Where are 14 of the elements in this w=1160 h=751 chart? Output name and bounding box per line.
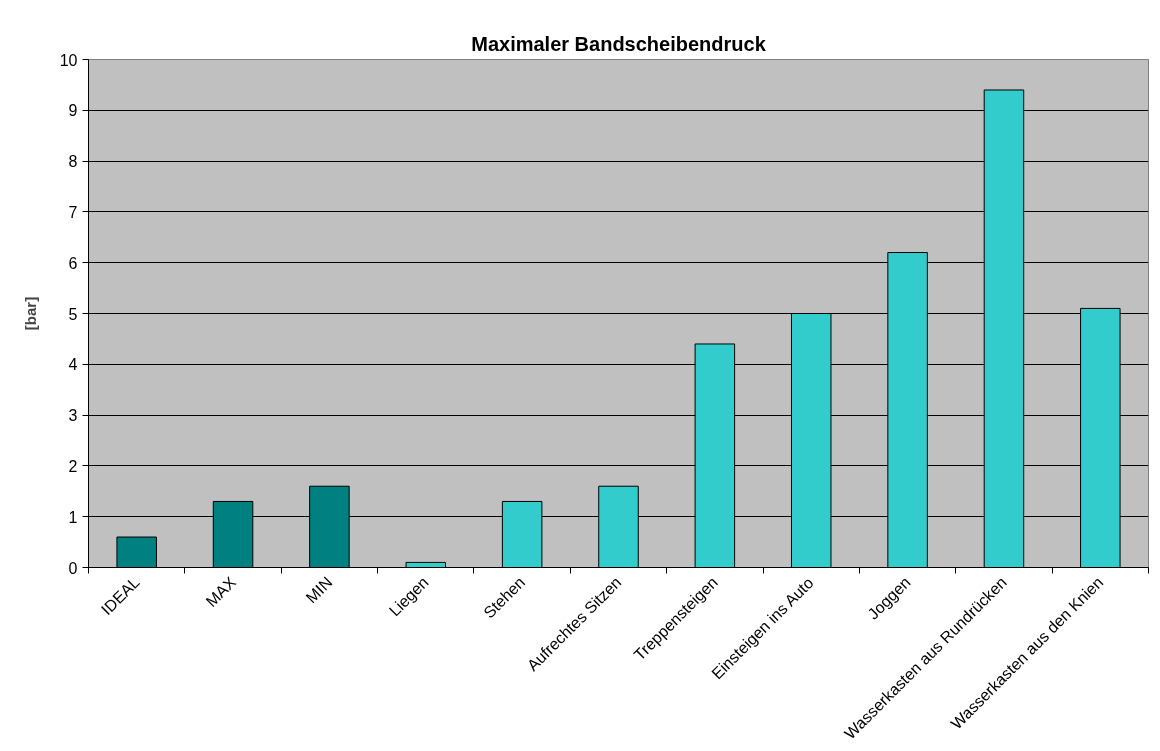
- chart-title: Maximaler Bandscheibendruck: [471, 32, 767, 55]
- y-tick-label: 6: [68, 254, 78, 272]
- y-tick-label: 4: [68, 356, 78, 374]
- y-tick-label: 7: [68, 203, 78, 221]
- y-tick-label: 0: [68, 559, 78, 577]
- x-tick-label: MIN: [302, 573, 336, 607]
- y-tick-label: 5: [68, 305, 78, 323]
- y-tick-label: 3: [68, 407, 78, 425]
- y-tick-label: 1: [68, 508, 78, 526]
- y-tick-label: 9: [68, 102, 78, 120]
- y-tick-label: 8: [68, 153, 78, 171]
- y-axis-title: [bar]: [21, 296, 39, 331]
- y-tick-label: 2: [68, 457, 78, 475]
- y-tick-label: 10: [59, 51, 78, 69]
